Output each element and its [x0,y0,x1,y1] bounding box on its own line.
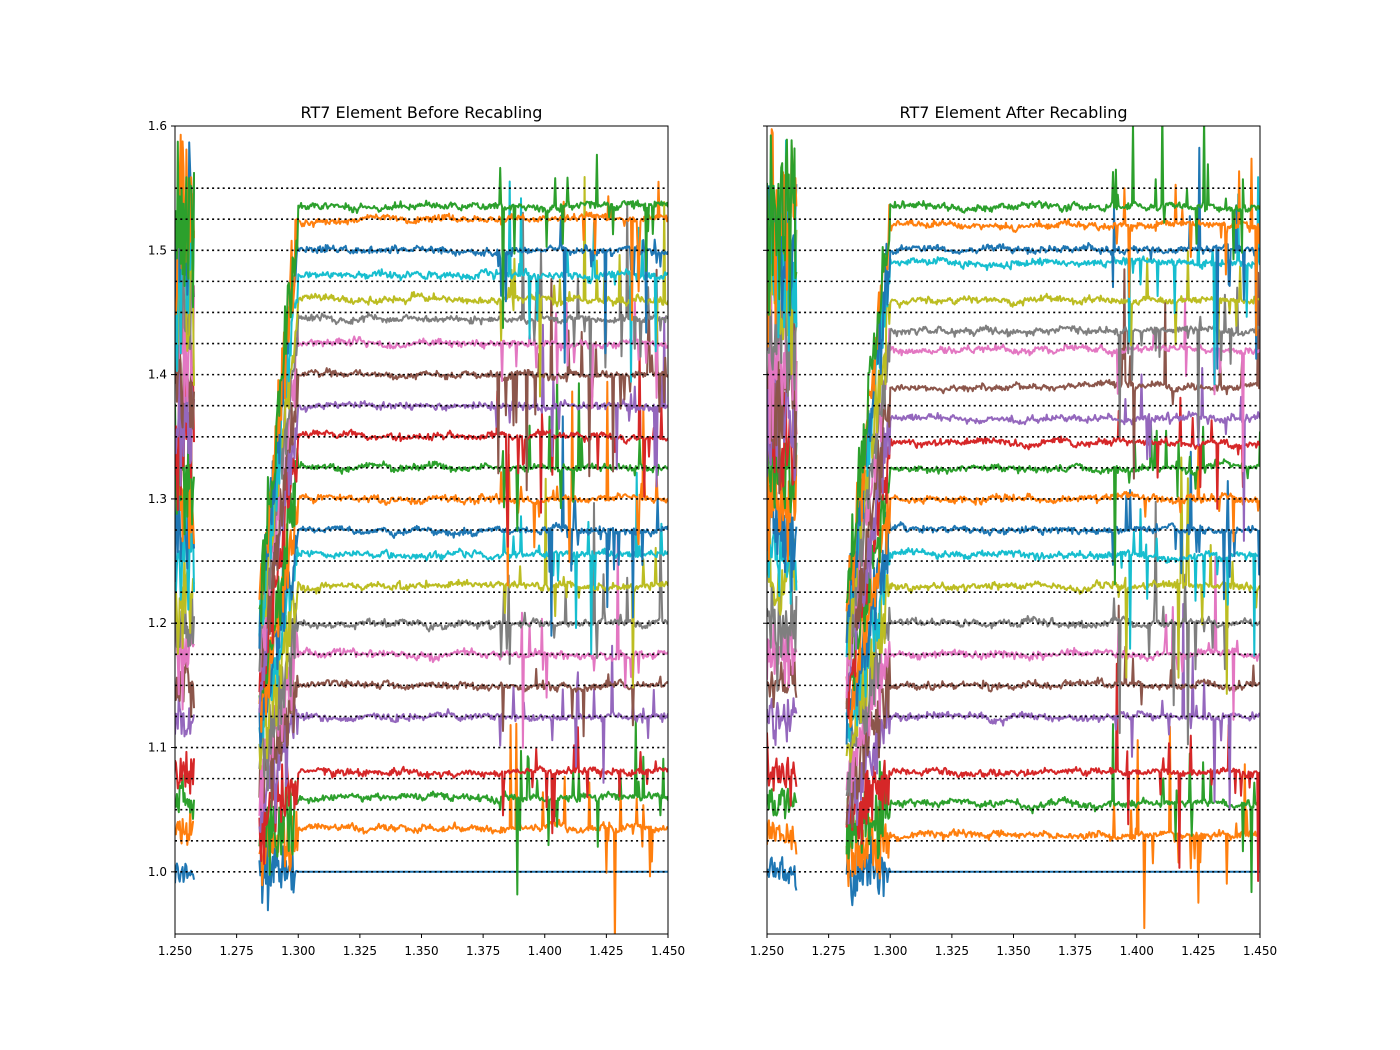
x-tick-label: 1.375 [1058,944,1092,958]
x-tick-label: 1.375 [466,944,500,958]
x-tick-label: 1.275 [811,944,845,958]
series-line [175,722,668,934]
x-tick-label: 1.300 [281,944,315,958]
x-tick-label: 1.425 [589,944,623,958]
y-tick-label: 1.2 [148,616,167,630]
y-tick-label: 1.4 [148,368,167,382]
chart-title: RT7 Element After Recabling [899,103,1127,122]
x-tick-label: 1.300 [873,944,907,958]
y-tick-label: 1.6 [148,119,167,133]
x-tick-label: 1.325 [343,944,377,958]
y-tick-label: 1.1 [148,741,167,755]
series-line [175,644,668,833]
x-tick-label: 1.350 [404,944,438,958]
series-line [767,603,1260,826]
x-tick-label: 1.400 [528,944,562,958]
y-tick-label: 1.5 [148,243,167,257]
series-line [175,726,668,865]
x-tick-label: 1.450 [1243,944,1277,958]
x-tick-label: 1.450 [651,944,685,958]
series-line [767,342,1260,694]
chart-title: RT7 Element Before Recabling [301,103,543,122]
y-tick-label: 1.0 [148,865,167,879]
series-line [767,723,1260,894]
series-group [767,126,1260,930]
x-tick-label: 1.425 [1181,944,1215,958]
series-line [175,652,668,808]
y-tick-label: 1.3 [148,492,167,506]
series-line [175,718,668,896]
series-group [175,133,668,934]
series-line [767,832,1260,907]
x-tick-label: 1.250 [750,944,784,958]
x-tick-label: 1.325 [935,944,969,958]
series-line [767,126,1260,604]
x-tick-label: 1.275 [219,944,253,958]
series-line [767,662,1260,882]
series-line [175,140,668,625]
series-line [767,725,1260,930]
x-tick-label: 1.250 [158,944,192,958]
chart-panel-1: RT7 Element Before Recabling 1.250 1.275 1.… [148,103,685,958]
x-tick-label: 1.400 [1120,944,1154,958]
series-line [175,316,668,713]
chart-panel-2: RT7 Element After Recabling 1.250 1.275 1.3… [750,103,1277,958]
x-tick-label: 1.350 [996,944,1030,958]
